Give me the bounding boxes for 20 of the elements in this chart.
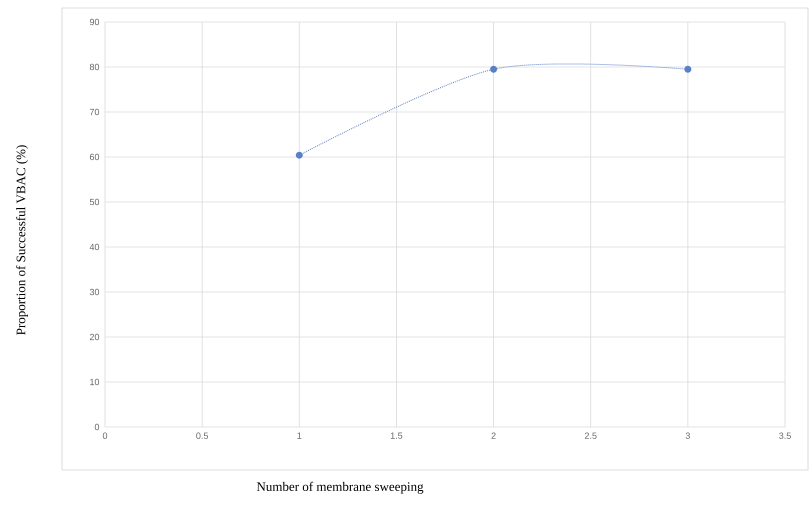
x-tick-label: 2 — [492, 432, 496, 439]
x-tick-label: 0 — [102, 432, 108, 439]
y-tick-label: 30 — [90, 288, 100, 296]
x-tick-label: 1.5 — [390, 432, 402, 439]
y-tick-label: 0 — [94, 424, 100, 430]
y-tick-label: 20 — [90, 334, 100, 340]
y-tick-label: 60 — [90, 154, 100, 160]
y-tick-label: 50 — [90, 198, 100, 206]
x-tick-label: 1 — [297, 432, 302, 439]
y-tick-label: 80 — [90, 64, 100, 70]
x-tick-label: 0.5 — [196, 432, 208, 439]
y-tick-label: 70 — [90, 108, 100, 116]
x-tick-label: 2.5 — [584, 432, 597, 439]
y-tick-label: 10 — [90, 378, 100, 386]
y-tick-label: 90 — [90, 18, 100, 26]
y-axis-title: Proportion of Successful VBAC (%) — [16, 145, 28, 335]
x-axis-title: Number of membrane sweeping — [256, 482, 424, 494]
y-tick-label: 40 — [90, 244, 100, 250]
x-tick-label: 3.5 — [779, 432, 791, 439]
x-tick-label: 3 — [686, 432, 690, 439]
